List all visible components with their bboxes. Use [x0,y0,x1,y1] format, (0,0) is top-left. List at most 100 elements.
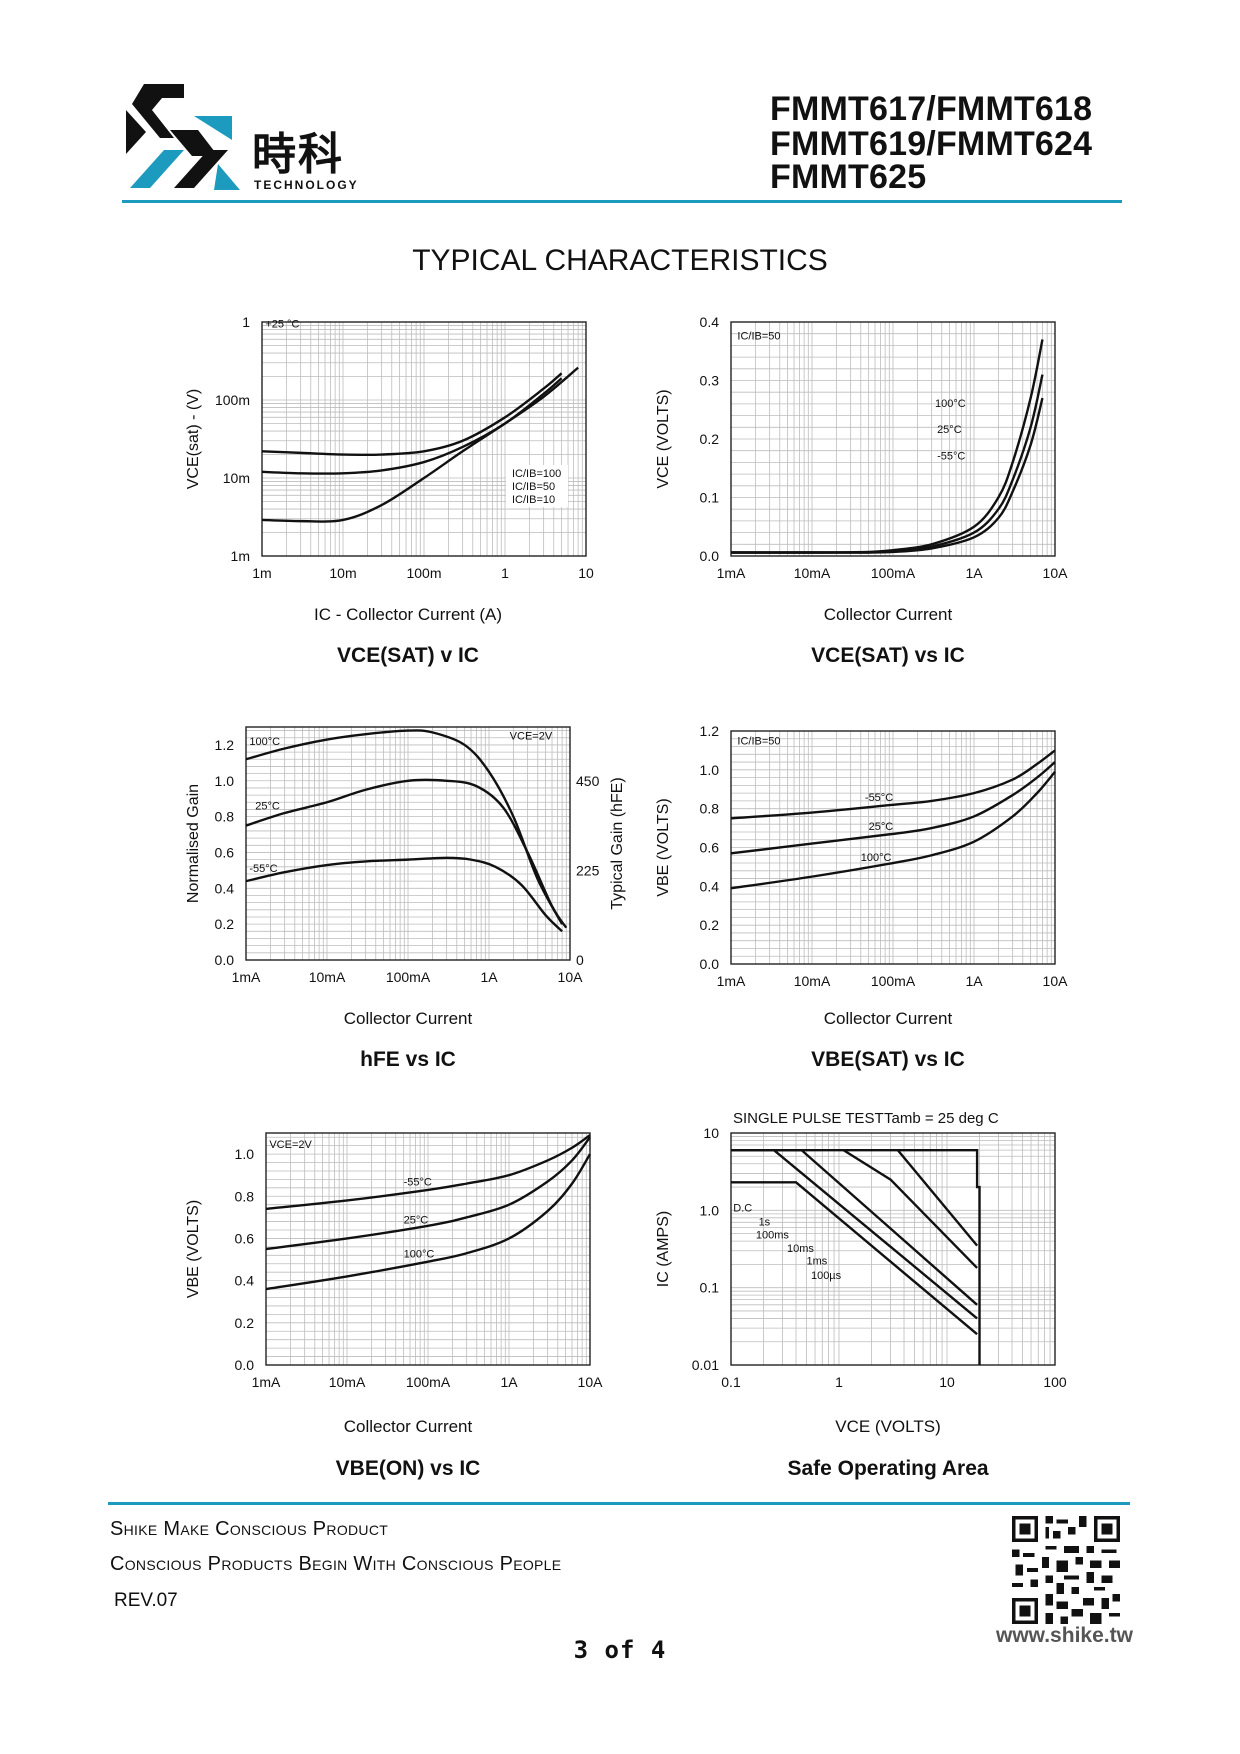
annotation-label: -55°C [865,792,893,804]
series-line [730,761,1056,855]
chart-c5: 1mA 10mA 100mA 1A 10A 0.0 0.2 0.4 0.6 0.8 1.0 VBE (… [185,1132,603,1480]
y-axis-label: VBE (VOLTS) [655,798,672,896]
annotation-label: 1s [759,1216,771,1228]
x-tick-label: 10 [939,1374,955,1390]
series-line [265,1134,591,1211]
x-tick-label: 100m [406,565,441,581]
caption-tail: vs IC [909,644,965,667]
caption-main: VCE(SAT) [811,644,909,667]
legend-entry: IC/IB=50 [512,481,555,493]
caption-main: hFE [360,1048,400,1071]
x-tick-label: 1A [965,565,983,581]
gridlines [731,1133,1055,1365]
x-axis-label: VCE (VOLTS) [835,1417,940,1436]
y-tick-label: 1 [242,314,250,330]
chart-title: SINGLE PULSE TEST [733,1110,884,1127]
y-tick-label: 0.2 [235,1315,255,1331]
x-tick-label: 1mA [717,973,746,989]
legend-box [506,465,568,507]
y-tick-label: 1.0 [215,773,235,789]
caption-tail: vs IC [424,1457,480,1480]
series-line [245,729,564,925]
slogan-line-2: Conscious Products Begin With Conscious … [110,1553,562,1575]
y-tick-label: 1.0 [700,762,720,778]
y2-tick-label: 0 [576,952,584,968]
website-url[interactable]: www.shike.tw [996,1624,1133,1647]
x-tick-label: 1A [480,969,498,985]
y-axis-label: VCE(sat) - (V) [185,389,202,489]
footer-divider [108,1502,1130,1505]
y-tick-label: 1m [231,548,250,564]
y-tick-label: 10 [703,1125,719,1141]
series-line [730,771,1056,890]
y-tick-label: 1.0 [235,1146,255,1162]
series-line [261,366,579,523]
x-tick-label: 1 [501,565,509,581]
annotation-label: 25°C [937,424,962,436]
company-logo [122,80,372,192]
series-line [245,856,563,933]
part-number-line-3: FMMT625 [770,158,927,196]
legend-entry: IC/IB=10 [512,494,555,506]
y-tick-label: 0.3 [700,373,720,389]
series-line [261,372,563,457]
x-tick-label: 1A [965,973,983,989]
x-tick-label: 100mA [406,1374,451,1390]
annotation-label: 100°C [861,852,892,864]
chart-caption: hFE vs IC [360,1048,456,1071]
x-axis-label: Collector Current [344,1417,473,1436]
x-axis-label: Collector Current [824,605,953,624]
logo-chinese-text: 時科 [252,130,344,179]
y-tick-label: 0.6 [700,840,720,856]
annotation-label: 10ms [787,1243,814,1255]
annotation-label: 100°C [404,1248,435,1260]
y-tick-label: 0.01 [692,1357,719,1373]
y-tick-label: 1.0 [700,1202,720,1218]
gridlines [731,731,1055,964]
caption-tail: vs IC [400,1048,456,1071]
plot-frame [261,321,587,557]
series-line [261,377,563,475]
caption-main: VCE(SAT) [337,644,435,667]
y-tick-label: 0.4 [235,1273,255,1289]
x-tick-label: 1 [835,1374,843,1390]
y-tick-label: 0.8 [235,1188,255,1204]
qr-code-icon [1012,1516,1120,1624]
y-tick-label: 0.4 [215,880,235,896]
annotation-label: VCE=2V [269,1139,312,1151]
series-line [842,1149,978,1269]
caption-tail: v IC [435,644,479,667]
page-number: 3 of 4 [573,1636,667,1664]
y-tick-label: 0.0 [700,956,720,972]
x-tick-label: 10A [1043,973,1069,989]
annotation-label: 100µs [811,1270,842,1282]
logo-english-text: TECHNOLOGY [254,178,359,192]
chart-caption: Safe Operating Area [787,1457,988,1480]
series-line [730,749,1056,820]
y-tick-label: 0.1 [700,1280,720,1296]
annotation-label: -55°C [937,450,965,462]
x-tick-label: 10mA [794,973,831,989]
x-tick-label: 1mA [252,1374,281,1390]
x-tick-label: 10mA [794,565,831,581]
x-tick-label: 1m [252,565,271,581]
plot-frame [730,1132,1056,1366]
x-tick-label: 10mA [309,969,346,985]
y-tick-label: 0.2 [700,431,720,447]
plot-frame [245,726,571,961]
x-tick-label: 100mA [871,565,916,581]
annotation-label: D.C [733,1203,752,1215]
x-tick-label: 1mA [717,565,746,581]
x-tick-label: 0.1 [721,1374,741,1390]
series-line [896,1149,979,1247]
x-tick-label: 10A [558,969,584,985]
annotation-label: -55°C [249,863,277,875]
annotation-label: -55°C [404,1177,432,1189]
annotation-label: 100°C [935,398,966,410]
y-tick-label: 0.8 [215,809,235,825]
y-tick-label: 0.2 [215,916,235,932]
annotation-label: 100ms [756,1230,790,1242]
logo-mark-icon [126,84,240,190]
y2-axis-label: Typical Gain (hFE) [609,777,626,909]
